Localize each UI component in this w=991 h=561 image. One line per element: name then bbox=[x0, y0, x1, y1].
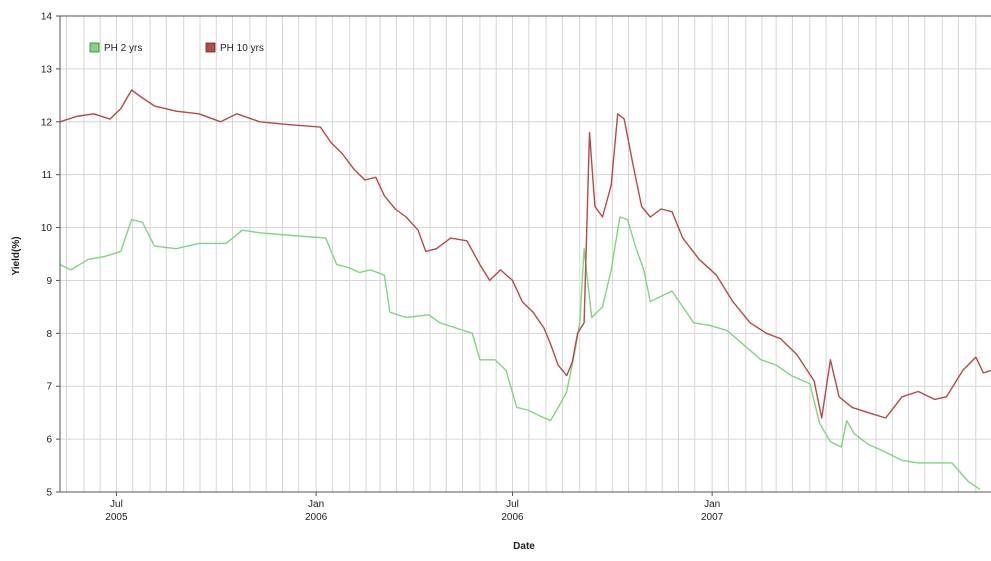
y-tick-label-14: 14 bbox=[41, 12, 53, 23]
legend-label-ph2: PH 2 yrs bbox=[104, 43, 142, 54]
series-line-ph10 bbox=[59, 89, 991, 419]
x-tick-label-1-month: Jan bbox=[308, 499, 324, 510]
y-tick-label-13: 13 bbox=[41, 64, 53, 75]
y-tick-label-5: 5 bbox=[46, 488, 52, 499]
x-axis-title: Date bbox=[513, 541, 535, 552]
y-tick-label-7: 7 bbox=[46, 382, 52, 393]
x-tick-label-3-year: 2007 bbox=[701, 512, 724, 523]
legend-swatch-ph10 bbox=[205, 42, 216, 53]
legend-swatch-ph2 bbox=[89, 42, 100, 53]
y-tick-label-12: 12 bbox=[41, 117, 53, 128]
x-tick-label-3-month: Jan bbox=[704, 499, 720, 510]
axes: 5 6 7 8 9 10 11 12 13 14 Jul 2005 Jan 2006 Jul 2006 Jan 2… bbox=[41, 12, 991, 523]
y-tick-label-10: 10 bbox=[41, 223, 53, 234]
legend-label-ph10: PH 10 yrs bbox=[220, 43, 264, 54]
x-tick-label-1-year: 2006 bbox=[305, 512, 328, 523]
y-tick-label-9: 9 bbox=[46, 276, 52, 287]
y-tick-label-8: 8 bbox=[46, 329, 52, 340]
x-tick-label-0-year: 2005 bbox=[105, 512, 128, 523]
y-tick-label-11: 11 bbox=[42, 170, 53, 181]
x-tick-label-2-month: Jul bbox=[506, 499, 519, 510]
x-tick-label-0-month: Jul bbox=[110, 499, 123, 510]
x-tick-label-2-year: 2006 bbox=[501, 512, 524, 523]
legend: PH 2 yrs PH 10 yrs bbox=[89, 42, 264, 54]
series-line-ph2 bbox=[59, 216, 981, 490]
y-tick-label-6: 6 bbox=[46, 435, 52, 446]
y-axis-title: Yield(%) bbox=[11, 236, 22, 275]
series-lines bbox=[59, 89, 991, 490]
